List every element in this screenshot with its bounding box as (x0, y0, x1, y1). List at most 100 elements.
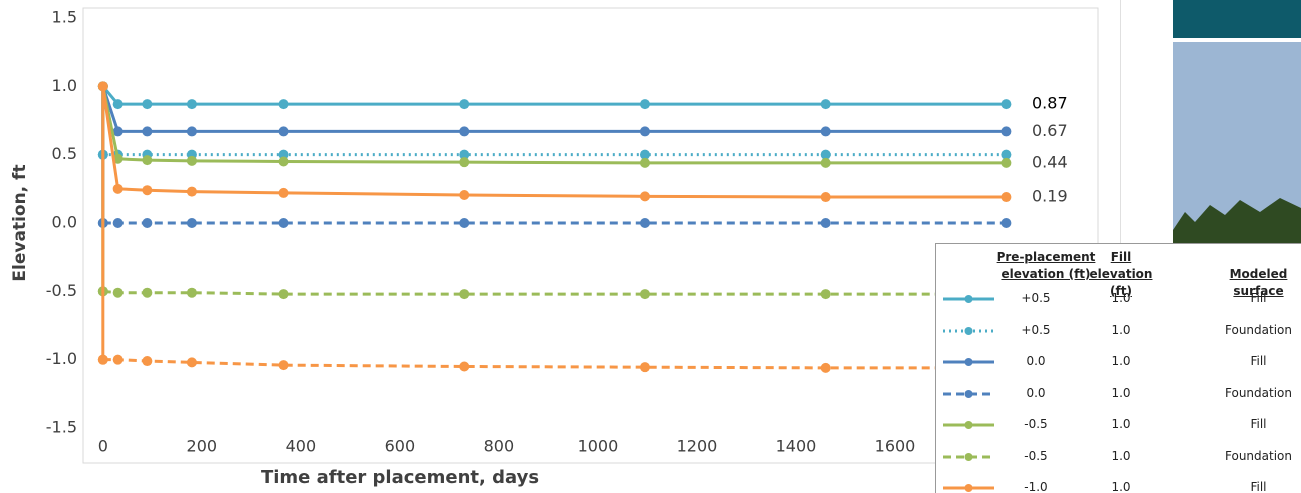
x-tick-label: 1200 (677, 437, 718, 456)
legend-marker (965, 453, 973, 461)
data-point (187, 126, 197, 136)
data-point (821, 126, 831, 136)
data-point (113, 184, 123, 194)
data-point (1001, 192, 1011, 202)
data-point (187, 357, 197, 367)
data-point (1001, 99, 1011, 109)
data-point (459, 362, 469, 372)
legend-cell: 1.0 (1081, 480, 1161, 493)
legend-cell: Fill (1216, 291, 1301, 305)
data-point (142, 356, 152, 366)
data-point (142, 99, 152, 109)
y-tick-label: -1.0 (46, 349, 77, 368)
data-point (142, 218, 152, 228)
data-point (459, 289, 469, 299)
data-point (821, 218, 831, 228)
data-point (640, 158, 650, 168)
data-point (113, 218, 123, 228)
y-tick-label: 1.0 (52, 76, 77, 95)
data-point (187, 288, 197, 298)
legend-cell: +0.5 (981, 291, 1091, 305)
data-point (1001, 158, 1011, 168)
series-line (103, 291, 1007, 294)
legend-cell: Foundation (1216, 449, 1301, 463)
legend-cell: Foundation (1216, 323, 1301, 337)
legend-table: Pre-placement elevation (ft) Fill elevat… (935, 243, 1301, 493)
y-tick-label: 0.0 (52, 213, 77, 232)
legend-marker (965, 327, 973, 335)
data-point (279, 99, 289, 109)
data-point (98, 355, 108, 365)
y-tick-label: -1.5 (46, 418, 77, 437)
legend-cell: Foundation (1216, 386, 1301, 400)
legend-cell: 1.0 (1081, 417, 1161, 431)
data-point (821, 158, 831, 168)
end-label: 0.87 (1032, 94, 1068, 113)
data-point (98, 81, 108, 91)
data-point (279, 126, 289, 136)
data-point (1001, 126, 1011, 136)
series-line (103, 86, 1007, 154)
data-point (640, 126, 650, 136)
data-point (459, 190, 469, 200)
data-point (640, 191, 650, 201)
legend-cell: 1.0 (1081, 291, 1161, 305)
data-point (821, 289, 831, 299)
series-line (103, 86, 1007, 291)
legend-marker (965, 390, 973, 398)
data-point (279, 157, 289, 167)
legend-cell: Fill (1216, 480, 1301, 493)
data-point (187, 187, 197, 197)
legend-cell: Fill (1216, 417, 1301, 431)
y-tick-label: 0.5 (52, 144, 77, 163)
data-point (142, 185, 152, 195)
data-point (142, 155, 152, 165)
x-tick-label: 1400 (776, 437, 817, 456)
legend-cell: 1.0 (1081, 354, 1161, 368)
legend-cell: 1.0 (1081, 386, 1161, 400)
data-point (187, 218, 197, 228)
data-point (821, 99, 831, 109)
data-point (640, 289, 650, 299)
series-line (103, 360, 1007, 368)
x-tick-label: 200 (187, 437, 218, 456)
legend-cell: 1.0 (1081, 449, 1161, 463)
legend-cell: 0.0 (981, 386, 1091, 400)
data-point (821, 192, 831, 202)
legend-cell: 1.0 (1081, 323, 1161, 337)
series-group (98, 81, 1012, 373)
data-point (113, 99, 123, 109)
data-point (640, 218, 650, 228)
legend-marker (965, 295, 973, 303)
legend-marker (965, 484, 973, 492)
legend-cell: Fill (1216, 354, 1301, 368)
legend-marker (965, 421, 973, 429)
data-point (821, 363, 831, 373)
end-label: 0.44 (1032, 152, 1068, 171)
x-tick-label: 400 (286, 437, 317, 456)
end-label: 0.19 (1032, 187, 1068, 206)
data-point (142, 126, 152, 136)
data-point (142, 288, 152, 298)
legend-cell: -1.0 (981, 480, 1091, 493)
x-tick-label: 0 (98, 437, 108, 456)
data-point (459, 218, 469, 228)
y-axis-title: Elevation, ft (10, 164, 30, 281)
x-tick-label: 600 (385, 437, 416, 456)
legend-marker (965, 358, 973, 366)
data-point (113, 355, 123, 365)
data-point (640, 99, 650, 109)
data-point (187, 156, 197, 166)
y-tick-label: 1.5 (52, 8, 77, 27)
photo-banner (1173, 0, 1301, 38)
legend-cell: -0.5 (981, 449, 1091, 463)
x-tick-label: 800 (484, 437, 515, 456)
x-tick-label: 1000 (578, 437, 619, 456)
legend-cell: 0.0 (981, 354, 1091, 368)
data-point (459, 99, 469, 109)
data-point (459, 157, 469, 167)
data-point (279, 188, 289, 198)
data-point (640, 362, 650, 372)
legend-cell: +0.5 (981, 323, 1091, 337)
data-point (459, 126, 469, 136)
